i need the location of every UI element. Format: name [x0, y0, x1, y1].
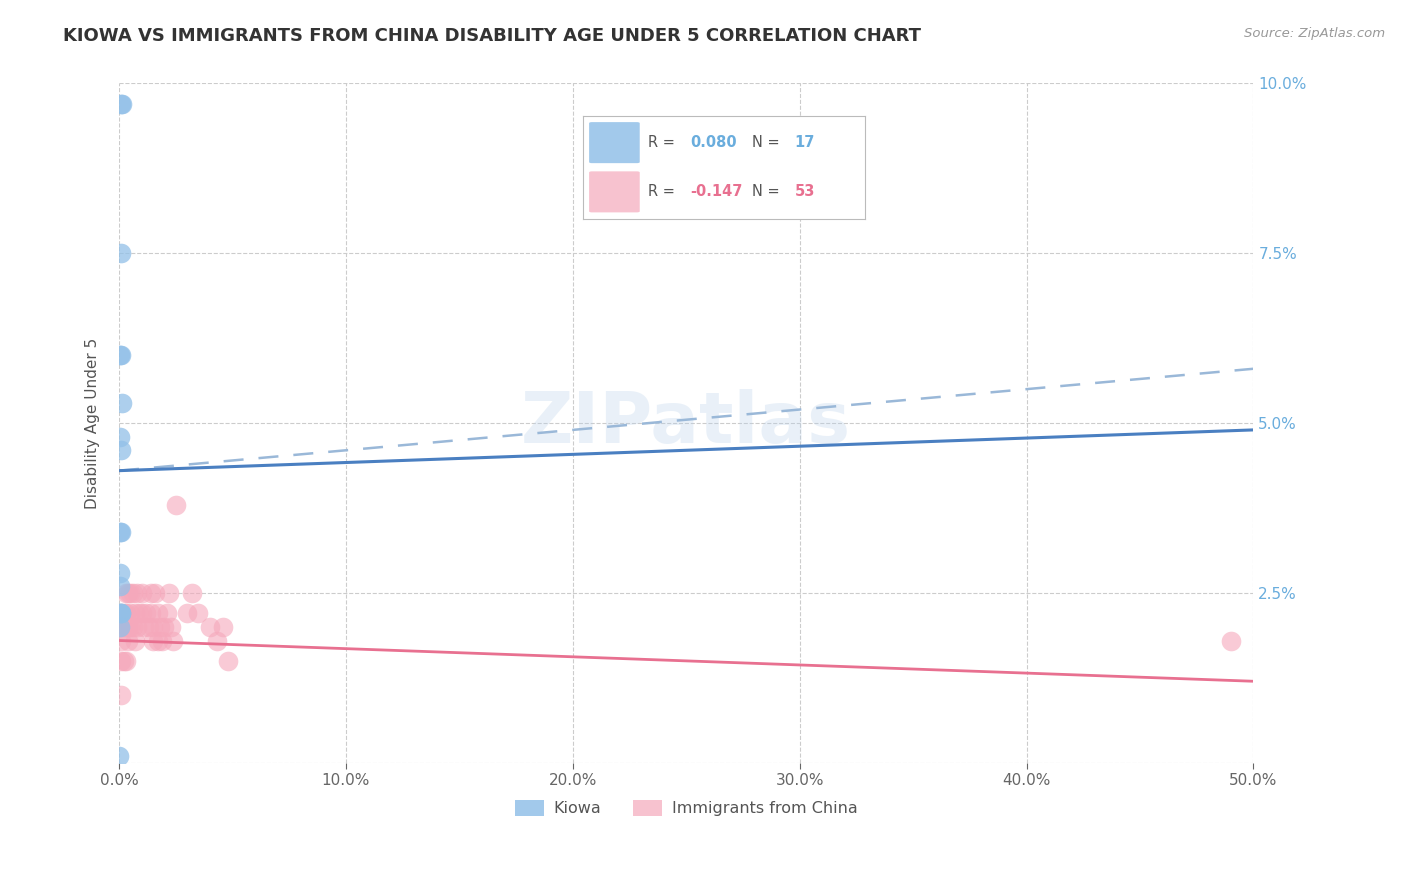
- Point: [117, 586, 139, 600]
- Text: -0.147: -0.147: [690, 185, 742, 200]
- Point: [150, 633, 173, 648]
- Point: [139, 586, 162, 600]
- Point: [127, 586, 149, 600]
- Point: [142, 620, 165, 634]
- Point: [110, 443, 132, 458]
- Point: [110, 620, 132, 634]
- Point: [110, 688, 132, 702]
- Point: [149, 620, 172, 634]
- Point: [112, 654, 135, 668]
- Point: [160, 620, 183, 634]
- Point: [217, 654, 239, 668]
- Text: 17: 17: [794, 135, 814, 150]
- Point: [110, 607, 132, 621]
- FancyBboxPatch shape: [589, 122, 640, 163]
- Point: [124, 607, 146, 621]
- Point: [108, 749, 131, 764]
- Point: [108, 620, 131, 634]
- Point: [115, 654, 138, 668]
- Text: Source: ZipAtlas.com: Source: ZipAtlas.com: [1244, 27, 1385, 40]
- Point: [108, 348, 131, 362]
- Point: [124, 633, 146, 648]
- Point: [110, 633, 132, 648]
- Point: [198, 620, 221, 634]
- Point: [117, 620, 139, 634]
- Point: [120, 620, 142, 634]
- Point: [120, 586, 142, 600]
- Point: [111, 96, 134, 111]
- Point: [110, 607, 132, 621]
- Point: [108, 579, 131, 593]
- Text: 53: 53: [794, 185, 814, 200]
- Text: KIOWA VS IMMIGRANTS FROM CHINA DISABILITY AGE UNDER 5 CORRELATION CHART: KIOWA VS IMMIGRANTS FROM CHINA DISABILIT…: [63, 27, 921, 45]
- Point: [135, 607, 157, 621]
- Point: [108, 566, 131, 580]
- Point: [153, 620, 176, 634]
- FancyBboxPatch shape: [589, 171, 640, 212]
- Text: R =: R =: [648, 135, 675, 150]
- Point: [112, 607, 135, 621]
- Point: [139, 607, 162, 621]
- Text: N =: N =: [752, 135, 780, 150]
- Point: [110, 654, 132, 668]
- Point: [131, 607, 153, 621]
- Point: [110, 348, 132, 362]
- Point: [112, 620, 135, 634]
- Point: [157, 586, 180, 600]
- Point: [146, 633, 169, 648]
- Point: [165, 498, 187, 512]
- Y-axis label: Disability Age Under 5: Disability Age Under 5: [86, 337, 100, 508]
- Point: [121, 586, 143, 600]
- Text: ZIPatlas: ZIPatlas: [522, 389, 851, 458]
- Point: [128, 607, 150, 621]
- Point: [110, 246, 132, 260]
- Point: [110, 96, 132, 111]
- Point: [146, 607, 169, 621]
- Point: [115, 586, 138, 600]
- Point: [115, 607, 138, 621]
- Point: [176, 607, 198, 621]
- Point: [110, 607, 132, 621]
- Point: [108, 524, 131, 539]
- Point: [143, 586, 166, 600]
- Legend: Kiowa, Immigrants from China: Kiowa, Immigrants from China: [509, 794, 863, 822]
- Point: [120, 607, 142, 621]
- Point: [212, 620, 235, 634]
- Text: 0.080: 0.080: [690, 135, 737, 150]
- Point: [180, 586, 202, 600]
- Text: N =: N =: [752, 185, 780, 200]
- Point: [132, 620, 155, 634]
- Point: [108, 607, 131, 621]
- Point: [111, 395, 134, 409]
- Point: [138, 620, 160, 634]
- Point: [108, 430, 131, 444]
- Point: [162, 633, 184, 648]
- Point: [131, 586, 153, 600]
- Point: [121, 620, 143, 634]
- Point: [127, 620, 149, 634]
- Point: [142, 633, 165, 648]
- Point: [110, 524, 132, 539]
- Point: [205, 633, 228, 648]
- Point: [117, 633, 139, 648]
- Point: [115, 620, 138, 634]
- Point: [1219, 633, 1241, 648]
- Point: [156, 607, 179, 621]
- Text: R =: R =: [648, 185, 675, 200]
- Point: [187, 607, 209, 621]
